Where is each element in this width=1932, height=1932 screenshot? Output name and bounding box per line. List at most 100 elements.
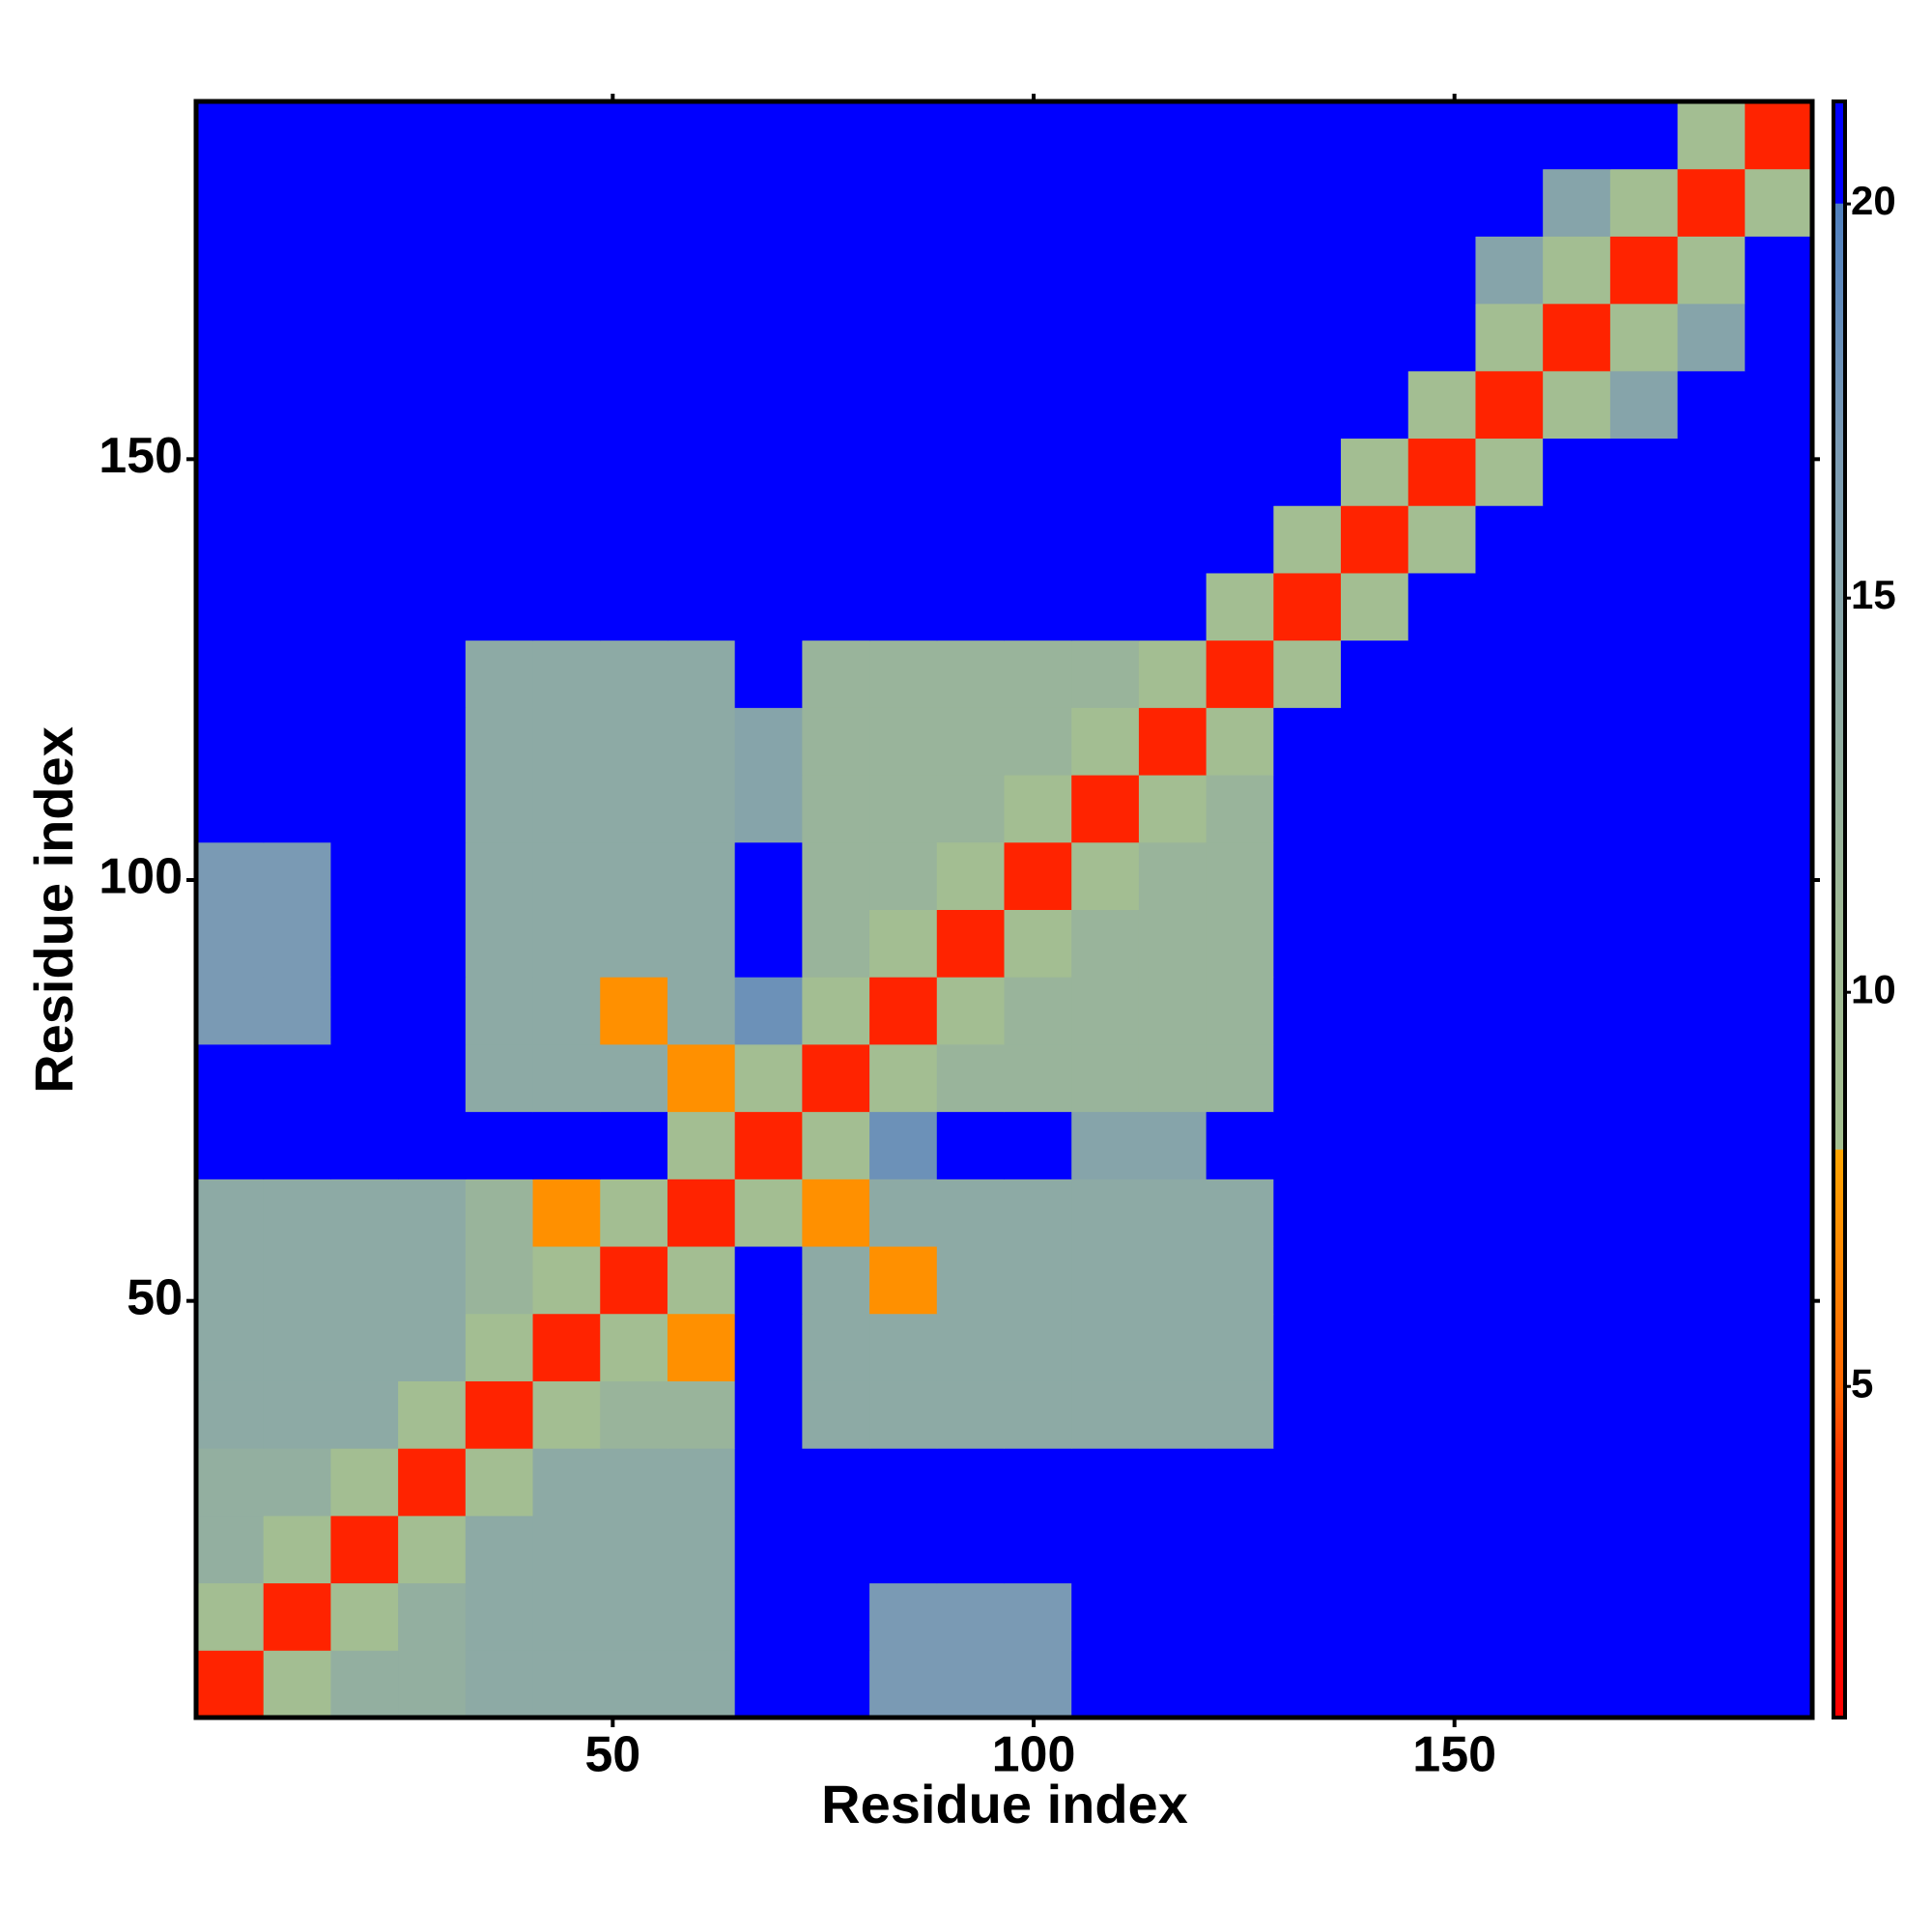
heatmap-cell <box>1071 1111 1140 1179</box>
heatmap-cell <box>465 1515 534 1584</box>
heatmap-cell <box>1341 505 1409 574</box>
heatmap-cell <box>1138 572 1208 641</box>
heatmap-cell <box>1609 1515 1679 1584</box>
heatmap-cell <box>1206 1650 1274 1719</box>
heatmap-cell <box>802 1448 870 1517</box>
heatmap-cell <box>802 1515 870 1584</box>
heatmap-cell <box>1745 1179 1813 1247</box>
heatmap-cell <box>1677 1043 1746 1113</box>
heatmap-cell <box>465 841 534 910</box>
heatmap-cell <box>1407 1313 1476 1381</box>
heatmap-cell <box>1138 1582 1208 1651</box>
heatmap-cell <box>1071 1515 1140 1584</box>
heatmap-cell <box>802 977 870 1045</box>
heatmap-cell <box>465 977 534 1045</box>
heatmap-cell <box>600 303 668 372</box>
heatmap-cell <box>1138 1380 1208 1449</box>
heatmap-cell <box>532 909 601 978</box>
heatmap-cell <box>1341 1246 1409 1315</box>
heatmap-cell <box>734 909 803 978</box>
heatmap-cell <box>600 977 668 1045</box>
heatmap-cell <box>398 909 467 978</box>
heatmap-cell <box>869 841 938 910</box>
heatmap-cell <box>196 168 265 237</box>
heatmap-cell <box>1004 101 1072 170</box>
heatmap-cell <box>263 1313 331 1381</box>
heatmap-cell <box>1273 1380 1342 1449</box>
heatmap-cell <box>196 639 265 708</box>
heatmap-cell <box>1206 775 1274 843</box>
heatmap-cell <box>263 303 331 372</box>
heatmap-cell <box>869 775 938 843</box>
heatmap-cell <box>1273 977 1342 1045</box>
heatmap-cell <box>1475 572 1544 641</box>
heatmap-cell <box>1206 101 1274 170</box>
heatmap-cell <box>1609 1179 1679 1247</box>
heatmap-cell <box>1341 841 1409 910</box>
heatmap-cell <box>1206 639 1274 708</box>
heatmap-cell <box>1004 1582 1072 1651</box>
heatmap-cell <box>196 1448 265 1517</box>
heatmap-cell <box>1341 168 1409 237</box>
heatmap-cell <box>1071 505 1140 574</box>
heatmap-cell <box>936 1246 1005 1315</box>
heatmap-cell <box>1745 1313 1813 1381</box>
heatmap-cell <box>398 1246 467 1315</box>
heatmap-cell <box>532 1650 601 1719</box>
heatmap-cell <box>1004 1043 1072 1113</box>
heatmap-cell <box>1341 572 1409 641</box>
heatmap-cell <box>398 775 467 843</box>
heatmap-cell <box>532 370 601 440</box>
heatmap-cell <box>398 168 467 237</box>
heatmap-cell <box>734 1246 803 1315</box>
heatmap-cell <box>600 1650 668 1719</box>
heatmap-cell <box>398 1448 467 1517</box>
heatmap-cell <box>734 639 803 708</box>
heatmap-cell <box>263 101 331 170</box>
heatmap-cell <box>532 168 601 237</box>
heatmap-cell <box>1407 572 1476 641</box>
heatmap-cell <box>532 303 601 372</box>
heatmap-cell <box>600 775 668 843</box>
heatmap-cell <box>1273 101 1342 170</box>
heatmap-cell <box>532 1313 601 1381</box>
heatmap-cell <box>1677 370 1746 440</box>
heatmap-cell <box>1206 1515 1274 1584</box>
heatmap-cell <box>1273 370 1342 440</box>
y-tick-label: 150 <box>99 428 183 484</box>
heatmap-cell <box>1273 707 1342 776</box>
heatmap-cell <box>1004 168 1072 237</box>
heatmap-cell <box>1609 303 1679 372</box>
heatmap-cell <box>1609 1448 1679 1517</box>
heatmap-cell <box>1475 1179 1544 1247</box>
heatmap-cell <box>532 101 601 170</box>
heatmap-cell <box>869 909 938 978</box>
heatmap-cell <box>1273 505 1342 574</box>
heatmap-cell <box>936 1650 1005 1719</box>
heatmap-cell <box>1004 1179 1072 1247</box>
heatmap-cell <box>263 236 331 304</box>
heatmap-cell <box>196 1111 265 1179</box>
heatmap-cell <box>532 438 601 506</box>
heatmap-cell <box>1543 1246 1611 1315</box>
heatmap-cell <box>1475 236 1544 304</box>
heatmap-cell <box>734 572 803 641</box>
heatmap-cell <box>1407 1043 1476 1113</box>
heatmap-cell <box>1677 505 1746 574</box>
heatmap-cell <box>532 841 601 910</box>
heatmap-cell <box>196 1043 265 1113</box>
heatmap-cell <box>1407 1380 1476 1449</box>
heatmap-cell <box>667 101 736 170</box>
heatmap-cell <box>465 438 534 506</box>
heatmap-cell <box>1407 303 1476 372</box>
heatmap-cell <box>1138 1179 1208 1247</box>
heatmap-cell <box>600 438 668 506</box>
heatmap-cell <box>869 977 938 1045</box>
heatmap-cell <box>196 370 265 440</box>
heatmap-cell <box>802 841 870 910</box>
heatmap-cell <box>1543 909 1611 978</box>
heatmap-cell <box>869 1043 938 1113</box>
heatmap-cell <box>1543 168 1611 237</box>
heatmap-cell <box>1004 977 1072 1045</box>
heatmap-cell <box>1341 370 1409 440</box>
